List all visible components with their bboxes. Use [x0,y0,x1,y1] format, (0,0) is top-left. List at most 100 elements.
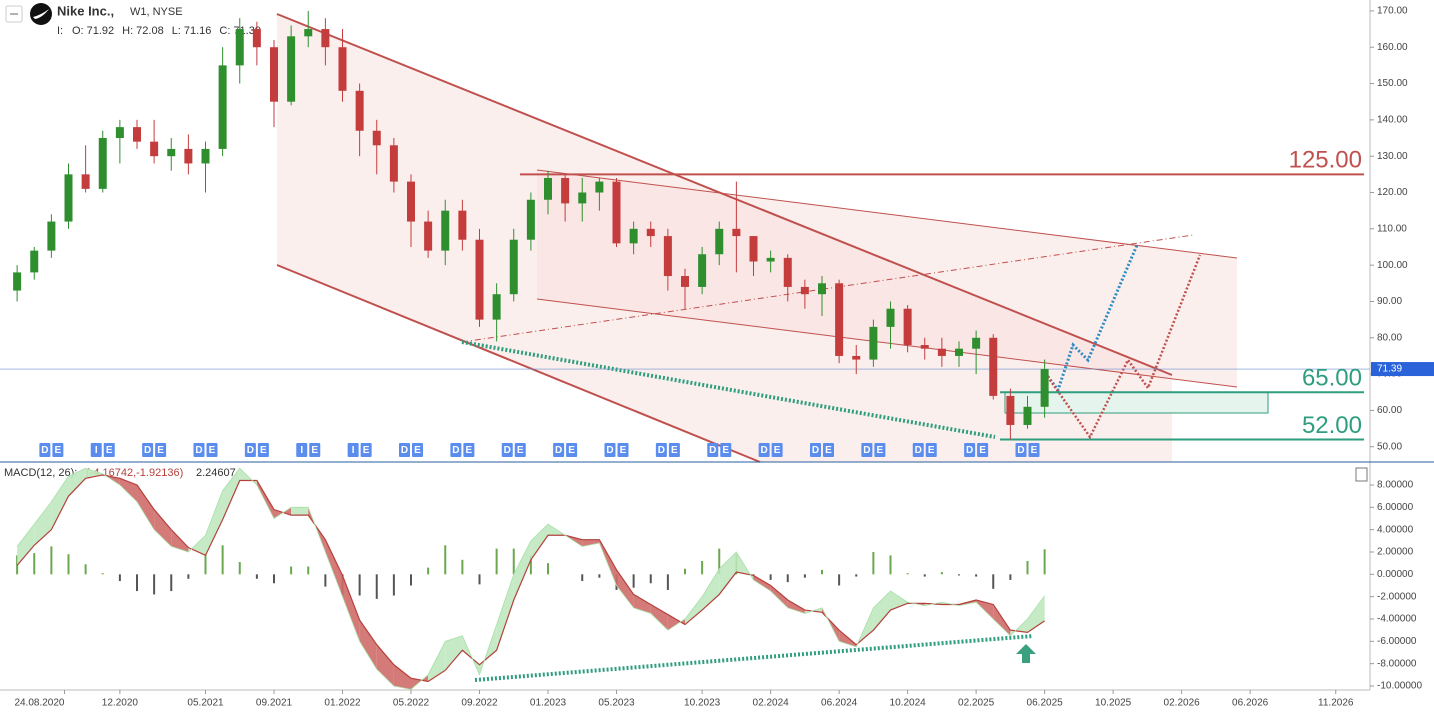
macd-fill [890,591,908,611]
macd-fill [188,535,206,556]
event-marker[interactable] [553,443,565,457]
event-marker[interactable] [155,443,167,457]
event-marker[interactable] [90,443,102,457]
macd-line [16,474,1045,683]
event-marker[interactable] [810,443,821,457]
event-marker[interactable] [103,443,115,457]
trend-line [461,234,1194,343]
y-tick-label: 50.00 [1377,441,1402,452]
delete-button[interactable] [1355,467,1368,482]
event-marker[interactable] [257,443,269,457]
event-marker[interactable] [668,443,680,457]
event-marker[interactable] [912,443,924,457]
event-label: E [363,445,370,456]
event-marker[interactable] [244,443,256,457]
y-tick-label: 6.00000 [1377,502,1414,513]
event-label: D [863,445,870,456]
candle-body [150,141,159,157]
candle-body [492,294,501,320]
macd-fill [34,501,52,546]
event-marker[interactable] [450,443,462,457]
event-marker[interactable] [977,443,989,457]
x-tick-label: 11.2026 [1318,698,1354,709]
event-marker[interactable] [52,443,64,457]
event-label: D [658,445,665,456]
event-marker[interactable] [964,443,976,457]
x-tick-label: 10.2023 [684,698,721,709]
event-marker[interactable] [1015,443,1027,457]
projection [1041,254,1202,440]
event-marker[interactable] [771,443,783,457]
y-tick-label: -6.00000 [1377,636,1417,647]
event-marker[interactable] [347,443,359,457]
event-marker[interactable] [1028,443,1040,457]
event-marker[interactable] [142,443,154,457]
y-tick-label: 140.00 [1377,114,1408,125]
candle-body [629,228,638,244]
event-label: E [774,445,781,456]
histogram-bar [889,555,892,575]
histogram-bar [84,564,87,575]
event-marker[interactable] [604,443,616,457]
ohlc-value: 71.16 [184,25,212,37]
event-marker[interactable] [501,443,513,457]
histogram-bar [838,574,841,586]
level-label: 125.00 [1289,147,1362,174]
candle-body [749,236,758,262]
event-marker[interactable] [874,443,886,457]
histogram-bar [649,574,652,584]
histogram-bar [307,566,310,575]
event-marker[interactable] [720,443,732,457]
event-marker[interactable] [758,443,770,457]
candle-body [818,283,826,295]
histogram-bar [975,574,978,577]
event-marker[interactable] [360,443,372,457]
candle-body [64,174,73,222]
candle-body [389,145,398,182]
histogram-bar [1009,574,1012,580]
event-label: E [209,445,216,456]
ohlc-key: C: [219,25,230,37]
event-label: D [812,445,819,456]
histogram-bar [136,574,138,592]
histogram-bar [598,574,601,578]
event-marker[interactable] [707,443,719,457]
event-marker[interactable] [206,443,218,457]
macd-line [16,467,1045,690]
x-tick-label: 24.08.2020 [14,698,64,709]
event-marker[interactable] [514,443,526,457]
histogram-bar [684,568,686,575]
event-marker[interactable] [823,443,834,457]
event-marker[interactable] [296,443,308,457]
histogram-bar [204,554,207,575]
event-label: E [825,445,832,456]
candle-body [972,337,981,349]
histogram-bar [427,567,430,575]
channel-fill [277,14,1172,462]
candle-body [252,29,261,48]
histogram-bar [529,555,532,575]
macd-fill [633,594,651,614]
event-marker[interactable] [655,443,667,457]
event-marker[interactable] [399,443,410,457]
event-marker[interactable] [566,443,578,457]
candle-body [270,47,278,102]
candle-body [732,228,741,237]
macd-fill [17,524,35,566]
y-tick-label: 2.00000 [1377,547,1414,558]
event-marker[interactable] [617,443,629,457]
event-label: D [761,445,768,456]
candle-body [355,90,364,131]
event-marker[interactable] [861,443,873,457]
event-marker[interactable] [925,443,937,457]
event-marker[interactable] [193,443,205,457]
event-marker[interactable] [463,443,475,457]
x-tick-label: 10.2025 [1095,698,1132,709]
event-marker[interactable] [412,443,423,457]
y-tick-label: -4.00000 [1377,614,1417,625]
event-marker[interactable] [39,443,51,457]
macd-fill [787,600,805,614]
event-marker[interactable] [309,443,321,457]
symbol: Nike Inc., [57,3,114,18]
candle-body [852,355,861,360]
